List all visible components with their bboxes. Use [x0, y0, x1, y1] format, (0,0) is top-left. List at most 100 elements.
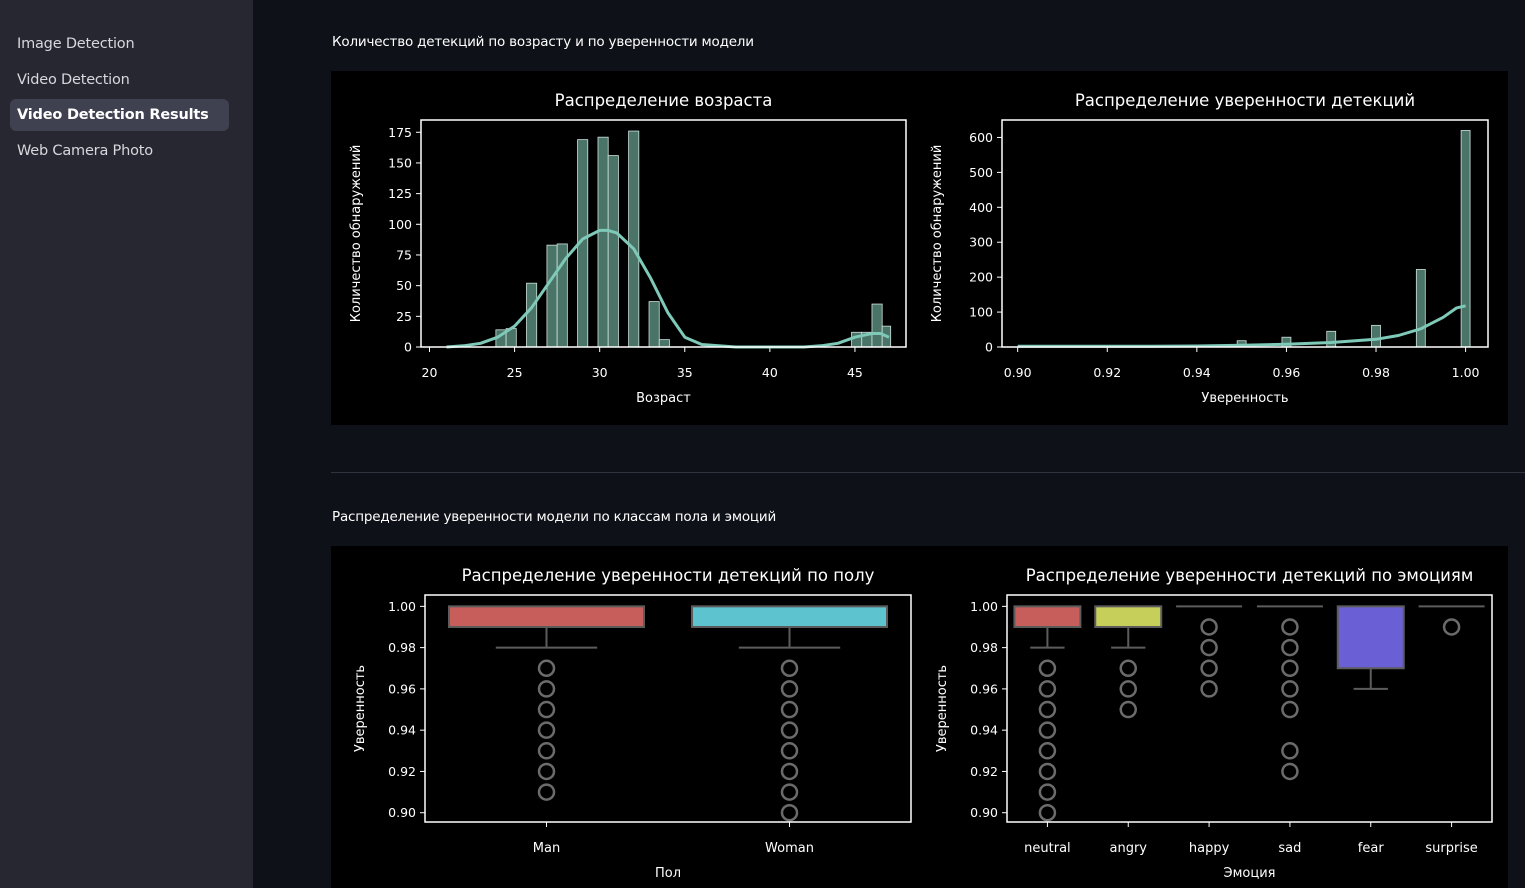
y-tick-label: 0.94: [970, 723, 998, 738]
x-tick-label: angry: [1110, 841, 1148, 856]
y-tick-label: 0.94: [388, 723, 416, 738]
histogram-bar: [628, 130, 640, 348]
histogram-bar: [648, 301, 660, 348]
outlier-point: [1281, 742, 1299, 760]
outlier-point: [1038, 721, 1057, 739]
box: [1094, 605, 1163, 628]
outlier-point: [1119, 680, 1137, 698]
histogram-bar: [1460, 130, 1471, 348]
y-tick-label: 50: [396, 278, 412, 293]
y-tick-label: 125: [388, 186, 412, 201]
outlier-point: [1038, 803, 1057, 822]
figure-histograms: Распределение возраста Возраст Количество …: [331, 71, 1508, 425]
chart-2: Распределение уверенности детекций по по…: [353, 566, 912, 881]
kde-line: [446, 228, 890, 349]
y-tick-label: 0.92: [388, 764, 416, 779]
y-axis-label: Уверенность: [935, 665, 950, 752]
x-axis-label: Пол: [655, 866, 681, 881]
sidebar-item-label: Video Detection: [17, 71, 130, 88]
histogram-bar: [607, 155, 619, 348]
box: [1013, 605, 1082, 628]
sidebar-item-video-detection[interactable]: Video Detection: [10, 64, 229, 96]
x-tick-label: surprise: [1425, 841, 1477, 856]
chart-title: Распределение возраста: [555, 91, 773, 110]
section-divider: [331, 472, 1525, 473]
plot-frame: [420, 119, 907, 348]
outlier-point: [780, 700, 799, 719]
y-tick-label: 0.98: [388, 640, 416, 655]
outlier-point: [1119, 700, 1137, 719]
outlier-point: [780, 742, 799, 760]
y-tick-label: 175: [388, 125, 412, 140]
y-tick-label: 0: [404, 340, 412, 355]
x-tick-label: Man: [533, 841, 560, 856]
outlier-point: [1442, 618, 1461, 636]
outlier-point: [537, 659, 556, 678]
outlier-point: [780, 680, 799, 698]
outlier-point: [1281, 680, 1299, 698]
sidebar-item-label: Video Detection Results: [17, 107, 209, 123]
sidebar: Image Detection Video Detection Video De…: [0, 0, 253, 888]
x-tick-label: 0.94: [1183, 365, 1211, 380]
chart-title: Распределение уверенности детекций по по…: [462, 566, 875, 585]
y-tick-label: 1.00: [388, 599, 416, 614]
histogram-bar: [1371, 324, 1381, 348]
outlier-point: [1200, 638, 1218, 657]
y-tick-label: 0.98: [970, 640, 998, 655]
outlier-point: [1200, 680, 1218, 698]
y-tick-label: 500: [969, 165, 993, 180]
section-title-gender-emotion: Распределение уверенности модели по клас…: [332, 509, 777, 525]
boxplots-svg: Распределение уверенности детекций по по…: [353, 566, 1493, 881]
y-tick-label: 0.90: [388, 805, 416, 820]
x-tick-label: 30: [592, 365, 608, 380]
x-tick-label: 40: [762, 365, 778, 380]
box: [448, 605, 645, 628]
y-tick-label: 200: [969, 270, 993, 285]
outlier-point: [537, 680, 556, 698]
y-axis-label: Уверенность: [353, 665, 368, 752]
histogram-bar: [546, 244, 558, 348]
sidebar-item-video-detection-results[interactable]: Video Detection Results: [10, 99, 229, 131]
plot-frame: [1006, 594, 1493, 823]
x-tick-label: 35: [677, 365, 693, 380]
outlier-point: [1200, 618, 1218, 636]
x-tick-label: Woman: [765, 841, 814, 856]
y-axis-label: Количество обнаружений: [349, 145, 364, 323]
outlier-point: [780, 659, 799, 678]
y-tick-label: 1.00: [970, 599, 998, 614]
outlier-point: [1038, 680, 1057, 698]
x-axis-label: Уверенность: [1201, 391, 1288, 406]
kde-line: [1017, 304, 1466, 348]
chart-1: Распределение уверенности детекций Уверен…: [930, 91, 1489, 406]
plot-frame: [1001, 119, 1489, 348]
histogram-bar: [1326, 330, 1337, 348]
y-tick-label: 100: [969, 305, 993, 320]
x-tick-label: 1.00: [1452, 365, 1480, 380]
box: [1336, 605, 1405, 670]
x-tick-label: 25: [507, 365, 523, 380]
outlier-point: [1281, 700, 1299, 719]
plot-frame: [424, 594, 912, 823]
sidebar-item-image-detection[interactable]: Image Detection: [10, 28, 229, 60]
outlier-point: [780, 721, 799, 739]
y-tick-label: 300: [969, 235, 993, 250]
outlier-point: [537, 783, 556, 801]
x-tick-label: fear: [1358, 841, 1385, 856]
x-tick-label: neutral: [1024, 841, 1071, 856]
chart-0: Распределение возраста Возраст Количество …: [349, 91, 907, 406]
y-tick-label: 0.92: [970, 764, 998, 779]
sidebar-item-web-camera-photo[interactable]: Web Camera Photo: [10, 135, 229, 167]
sidebar-item-label: Image Detection: [17, 36, 135, 52]
x-axis-label: Эмоция: [1224, 866, 1276, 881]
sidebar-nav: Image Detection Video Detection Video De…: [10, 28, 229, 170]
y-tick-label: 0.96: [388, 681, 416, 696]
figure-boxplots: Распределение уверенности детекций по по…: [331, 546, 1508, 888]
outlier-point: [1038, 742, 1057, 760]
x-axis-label: Возраст: [636, 391, 691, 406]
y-tick-label: 0.96: [970, 681, 998, 696]
y-tick-label: 25: [396, 309, 412, 324]
x-tick-label: sad: [1278, 841, 1301, 856]
outlier-point: [1038, 762, 1057, 781]
outlier-point: [537, 762, 556, 781]
y-tick-label: 0.90: [970, 805, 998, 820]
